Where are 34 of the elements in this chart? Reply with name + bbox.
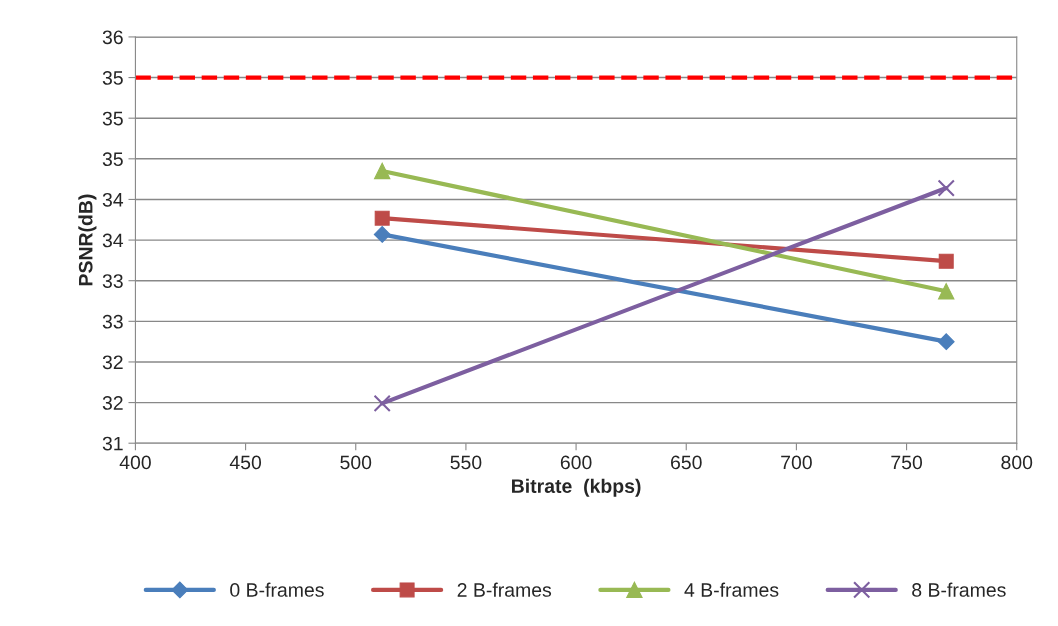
x-tick-label: 550 — [450, 455, 482, 470]
y-tick-label: 36 — [102, 30, 123, 45]
point — [937, 179, 955, 197]
point — [373, 394, 391, 413]
point — [938, 283, 955, 300]
x-tick-label: 700 — [781, 455, 812, 470]
y-tick-label: 34 — [102, 192, 124, 207]
x-tick-label: 600 — [560, 455, 592, 470]
legend-label: 4 B-frames — [684, 582, 779, 597]
y-tick-label: 33 — [102, 314, 123, 329]
point — [373, 225, 391, 243]
y-tick-label: 35 — [102, 71, 123, 85]
x-tick-label: 400 — [119, 455, 151, 470]
y-tick-label: 31 — [102, 436, 123, 451]
y-tick-label: 33 — [102, 274, 123, 288]
point — [937, 333, 955, 351]
y-axis-title: PSNR(dB) — [78, 194, 97, 286]
point — [373, 162, 391, 180]
point — [938, 253, 954, 269]
y-tick-label: 35 — [102, 152, 123, 167]
x-tick-label: 650 — [671, 455, 702, 470]
x-tick-label: 450 — [229, 455, 262, 470]
point — [374, 210, 390, 226]
y-tick-label: 32 — [102, 396, 123, 410]
x-tick-label: 750 — [891, 455, 923, 470]
x-tick-label: 800 — [1001, 455, 1033, 470]
legend-label: 8 B-frames — [912, 582, 1006, 597]
x-tick-label: 500 — [340, 455, 372, 470]
x-axis-title: Bitrate (kbps) — [512, 478, 641, 497]
legend-label: 2 B-frames — [457, 582, 552, 597]
y-tick-label: 35 — [102, 111, 123, 126]
y-tick-label: 34 — [102, 233, 124, 248]
legend-label: 0 B-frames — [230, 582, 324, 597]
y-tick-label: 32 — [102, 355, 123, 370]
